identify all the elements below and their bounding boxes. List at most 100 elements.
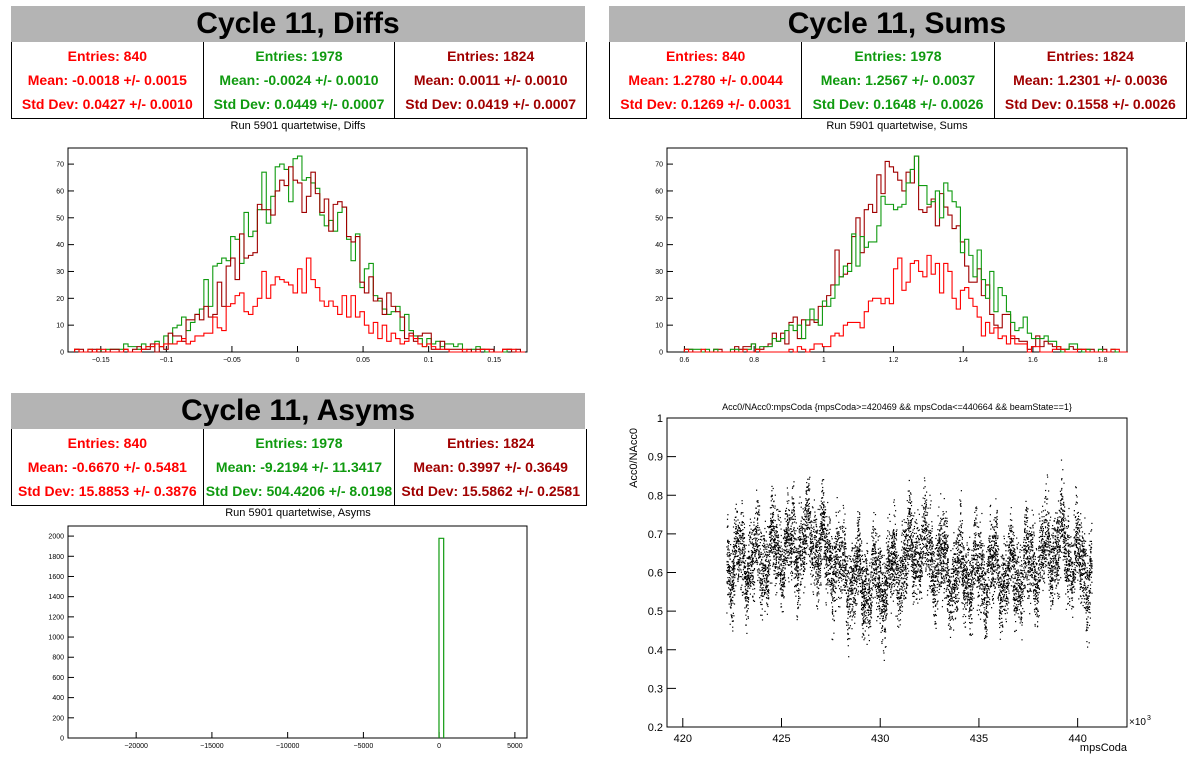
scatter-point bbox=[926, 499, 928, 501]
scatter-point bbox=[851, 604, 854, 606]
scatter-point bbox=[1014, 574, 1016, 576]
scatter-point bbox=[827, 580, 829, 582]
scatter-point bbox=[960, 570, 962, 572]
scatter-point bbox=[816, 544, 818, 546]
scatter-point bbox=[980, 564, 982, 566]
scatter-point bbox=[877, 586, 879, 588]
scatter-point bbox=[1055, 546, 1057, 548]
scatter-point bbox=[1088, 595, 1090, 597]
scatter-point bbox=[827, 558, 829, 560]
scatter-point bbox=[1053, 549, 1055, 551]
scatter-point bbox=[1081, 549, 1083, 551]
scatter-point bbox=[1044, 560, 1046, 563]
scatter-point bbox=[784, 543, 786, 545]
scatter-point bbox=[936, 572, 938, 574]
asyms-title: Cycle 11, Asyms bbox=[11, 393, 585, 429]
scatter-point bbox=[753, 551, 755, 554]
scatter-point bbox=[1001, 557, 1003, 559]
scatter-point bbox=[953, 542, 955, 544]
scatter-point bbox=[1031, 560, 1033, 562]
scatter-point bbox=[1026, 536, 1028, 538]
scatter-point bbox=[777, 508, 779, 511]
scatter-point bbox=[800, 523, 802, 525]
scatter-point bbox=[1000, 607, 1002, 609]
scatter-point bbox=[818, 541, 821, 543]
scatter-point bbox=[1056, 512, 1058, 514]
scatter-point bbox=[835, 571, 837, 574]
scatter-point bbox=[964, 561, 966, 563]
scatter-point bbox=[773, 501, 775, 503]
scatter-point bbox=[1013, 599, 1015, 602]
scatter-point bbox=[994, 556, 996, 558]
scatter-point bbox=[753, 524, 755, 526]
scatter-point bbox=[813, 544, 815, 546]
scatter-point bbox=[1079, 557, 1081, 560]
scatter-point bbox=[929, 546, 931, 548]
scatter-point bbox=[1022, 590, 1024, 592]
x-tick-label: 0.1 bbox=[424, 357, 434, 364]
scatter-point bbox=[1030, 573, 1033, 576]
scatter-point bbox=[882, 563, 884, 566]
scatter-point bbox=[758, 552, 760, 554]
scatter-point bbox=[738, 570, 740, 572]
scatter-point bbox=[908, 550, 910, 552]
scatter-point bbox=[972, 562, 974, 564]
scatter-point bbox=[793, 532, 796, 534]
scatter-point bbox=[960, 566, 962, 568]
scatter-point bbox=[946, 549, 948, 551]
scatter-point bbox=[930, 540, 932, 542]
x-tick-label: −10000 bbox=[276, 743, 300, 750]
scatter-point bbox=[958, 557, 960, 559]
scatter-point bbox=[964, 599, 966, 601]
scatter-point bbox=[894, 568, 896, 570]
scatter-point bbox=[1035, 607, 1037, 609]
scatter-point bbox=[1087, 627, 1089, 629]
scatter-point bbox=[1014, 585, 1016, 587]
scatter-point bbox=[1038, 587, 1040, 589]
scatter-point bbox=[1089, 558, 1091, 561]
scatter-point bbox=[822, 538, 824, 540]
scatter-point bbox=[835, 575, 837, 577]
scatter-point bbox=[1026, 551, 1028, 553]
scatter-point bbox=[1008, 570, 1010, 572]
scatter-point bbox=[1005, 587, 1007, 589]
asyms-axes: −20000 −15000 −10000 −5000 0 5000020040060080… bbox=[48, 525, 528, 750]
scatter-point bbox=[843, 570, 845, 572]
scatter-point bbox=[1007, 608, 1009, 610]
scatter-point bbox=[1038, 546, 1040, 548]
scatter-point bbox=[739, 564, 741, 566]
scatter-point bbox=[810, 524, 812, 526]
scatter-point bbox=[1030, 564, 1032, 566]
scatter-point bbox=[982, 564, 984, 566]
y-tick-label: 20 bbox=[655, 296, 663, 303]
scatter-point bbox=[1040, 563, 1042, 565]
scatter-point bbox=[803, 541, 805, 543]
scatter-point bbox=[1081, 559, 1083, 561]
scatter-point bbox=[1072, 571, 1075, 573]
scatter-point bbox=[758, 572, 760, 574]
x-tick-label: 0.15 bbox=[487, 357, 501, 364]
scatter-point bbox=[825, 535, 827, 537]
scatter-point bbox=[1057, 522, 1059, 524]
scatter-point bbox=[847, 645, 849, 647]
scatter-point bbox=[740, 558, 742, 560]
scatter-point bbox=[1078, 555, 1080, 557]
diffs-series-1 bbox=[74, 166, 525, 353]
scatter-point bbox=[811, 576, 813, 578]
scatter-point bbox=[863, 596, 865, 598]
scatter-point bbox=[1040, 526, 1042, 528]
scatter-point bbox=[944, 542, 946, 544]
scatter-point bbox=[1011, 565, 1014, 568]
scatter-point bbox=[907, 525, 909, 527]
scatter-point bbox=[1009, 571, 1011, 573]
scatter-point bbox=[1060, 503, 1062, 505]
scatter-point bbox=[729, 606, 731, 608]
scatter-point bbox=[771, 490, 773, 492]
scatter-point bbox=[729, 555, 731, 557]
scatter-point bbox=[997, 545, 999, 547]
scatter-point bbox=[819, 558, 821, 560]
scatter-point bbox=[1059, 567, 1061, 569]
scatter-point bbox=[1084, 549, 1086, 551]
scatter-point bbox=[870, 558, 872, 560]
scatter-point bbox=[1042, 556, 1044, 559]
